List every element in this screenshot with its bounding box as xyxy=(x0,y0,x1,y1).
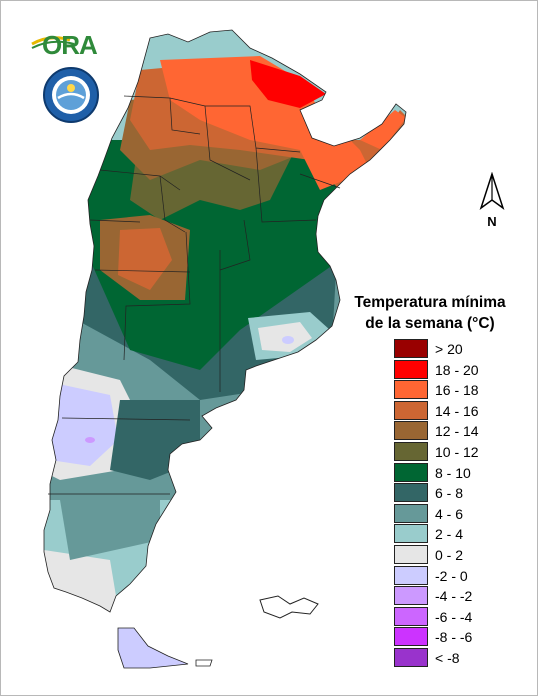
legend-swatch xyxy=(394,400,428,420)
legend-label: 6 - 8 xyxy=(435,485,464,502)
legend-swatch xyxy=(394,462,428,482)
legend-swatch xyxy=(394,627,428,647)
legend-swatch xyxy=(394,606,428,626)
legend-swatch xyxy=(394,524,428,544)
legend-swatch xyxy=(394,647,428,667)
legend-swatch xyxy=(394,380,428,400)
legend-label: 18 - 20 xyxy=(435,361,479,378)
legend-swatch xyxy=(394,339,428,358)
legend-swatch xyxy=(394,544,428,564)
legend-swatch xyxy=(394,483,428,503)
north-letter: N xyxy=(487,214,496,229)
legend-label: -6 - -4 xyxy=(435,608,473,625)
legend-swatch xyxy=(394,421,428,441)
legend-swatch xyxy=(394,565,428,585)
ora-logo-text: ORA xyxy=(42,30,98,60)
legend-label: > 20 xyxy=(435,341,463,357)
ora-logo: ORA xyxy=(30,28,110,60)
legend-swatch xyxy=(394,359,428,379)
legend-label: -2 - 0 xyxy=(435,567,468,584)
legend-label: 0 - 2 xyxy=(435,546,464,563)
legend-label: 4 - 6 xyxy=(435,505,464,522)
legend-swatch xyxy=(394,503,428,523)
seal-logo xyxy=(42,66,100,124)
legend-title: Temperatura mínima de la semana (°C) xyxy=(330,292,530,334)
legend-label: 2 - 4 xyxy=(435,526,464,543)
legend-label: -4 - -2 xyxy=(435,588,473,605)
legend-label: 12 - 14 xyxy=(435,423,479,440)
legend-label: 8 - 10 xyxy=(435,464,471,481)
legend-label: 16 - 18 xyxy=(435,382,479,399)
north-arrow: N xyxy=(478,171,506,230)
legend-swatch xyxy=(394,586,428,606)
legend-label: 14 - 16 xyxy=(435,402,479,419)
legend-label: < -8 xyxy=(435,649,460,666)
legend-label: 10 - 12 xyxy=(435,443,479,460)
legend-title-line2: de la semana (°C) xyxy=(365,315,495,332)
legend-label: -8 - -6 xyxy=(435,629,473,646)
legend-title-line1: Temperatura mínima xyxy=(354,294,506,311)
legend-swatch xyxy=(394,441,428,461)
